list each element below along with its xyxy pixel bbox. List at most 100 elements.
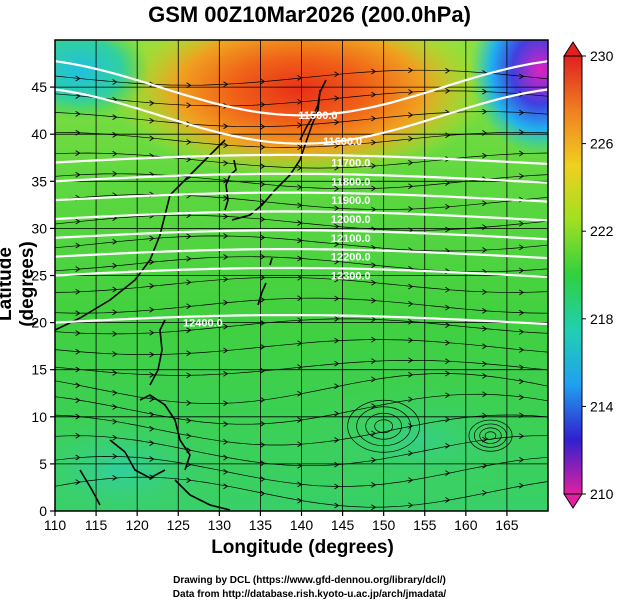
x-axis: 110 115 120 125 130 135 140 145 150 155 160 165 bbox=[44, 511, 519, 533]
wind-arrow bbox=[482, 224, 488, 230]
wind-arrow bbox=[334, 119, 340, 126]
wind-arrow bbox=[334, 483, 340, 490]
wind-arrow bbox=[112, 390, 118, 396]
contour-label: 11800.0 bbox=[331, 176, 370, 188]
contour-line bbox=[55, 248, 548, 260]
wind-arrow bbox=[260, 367, 266, 374]
wind-arrow bbox=[334, 241, 340, 247]
wind-arrow bbox=[371, 403, 377, 409]
credit-drawing: Drawing by DCL (https://www.gfd-dennou.o… bbox=[173, 575, 446, 586]
wind-arrow bbox=[334, 205, 340, 212]
chart-title: GSM 00Z10Mar2026 (200.0hPa) bbox=[148, 2, 471, 27]
wind-arrow bbox=[408, 318, 414, 325]
wind-arrow bbox=[186, 233, 192, 240]
height-contours: 11500.0 11600.0 11700.0 11800.0 11900.0 12000… bbox=[55, 60, 548, 330]
wind-arrow bbox=[297, 364, 303, 370]
wind-arrow bbox=[112, 79, 118, 85]
wind-arrow bbox=[260, 198, 266, 205]
wind-arrow bbox=[223, 454, 229, 461]
wind-arrow bbox=[149, 283, 155, 289]
circulation-line bbox=[479, 427, 502, 444]
wind-arrow bbox=[112, 418, 118, 425]
wind-arrow bbox=[408, 159, 414, 166]
contour-label: 12300.0 bbox=[331, 271, 371, 283]
wind-arrow bbox=[297, 165, 303, 171]
wind-arrow bbox=[334, 276, 340, 283]
wind-arrow bbox=[223, 233, 229, 239]
wind-arrow bbox=[186, 372, 192, 379]
x-tick-label: 110 bbox=[44, 517, 67, 533]
wind-arrow bbox=[297, 295, 303, 302]
wind-arrow bbox=[519, 150, 525, 157]
wind-arrow bbox=[112, 132, 118, 138]
wind-arrow bbox=[408, 371, 414, 378]
wind-arrow bbox=[334, 164, 340, 171]
wind-arrow bbox=[408, 396, 414, 403]
y-tick-label: 45 bbox=[31, 79, 47, 95]
wind-arrow bbox=[223, 276, 229, 283]
circulation-line bbox=[484, 431, 497, 440]
wind-arrow bbox=[408, 283, 414, 290]
circulation-line bbox=[356, 406, 412, 447]
x-tick-label: 155 bbox=[413, 517, 437, 533]
wind-arrow bbox=[445, 132, 451, 139]
wind-arrow bbox=[482, 108, 488, 115]
wind-arrow bbox=[75, 382, 81, 389]
circulation-line bbox=[473, 423, 508, 448]
wind-arrow bbox=[519, 456, 525, 463]
y-tick-label: 35 bbox=[31, 173, 47, 189]
wind-arrow bbox=[260, 163, 266, 170]
wind-arrow bbox=[297, 255, 303, 262]
wind-arrow bbox=[371, 504, 377, 511]
x-tick-label: 145 bbox=[331, 517, 355, 533]
wind-arrow bbox=[223, 160, 229, 166]
contour-label: 11500.0 bbox=[298, 110, 337, 122]
wind-arrow bbox=[482, 130, 488, 136]
wind-arrow bbox=[186, 139, 192, 145]
wind-arrow bbox=[408, 477, 414, 483]
wind-arrow bbox=[223, 123, 229, 130]
wind-arrow bbox=[519, 244, 525, 251]
wind-arrow bbox=[482, 412, 488, 419]
wind-arrow bbox=[186, 447, 192, 454]
wind-arrow bbox=[260, 442, 266, 448]
wind-arrow bbox=[149, 440, 155, 446]
wind-arrow bbox=[186, 350, 192, 357]
wind-arrow bbox=[186, 327, 192, 334]
wind-arrow bbox=[75, 366, 81, 373]
y-tick-label: 25 bbox=[31, 268, 47, 284]
y-tick-label: 0 bbox=[39, 503, 47, 519]
wind-arrow bbox=[223, 177, 229, 184]
wind-arrow bbox=[112, 404, 118, 410]
wind-arrow bbox=[260, 78, 266, 85]
wind-arrow bbox=[260, 296, 266, 303]
wind-arrow bbox=[149, 100, 155, 106]
wind-arrow bbox=[445, 416, 451, 423]
wind-arrow bbox=[519, 109, 525, 116]
wind-arrow bbox=[445, 180, 451, 186]
wind-arrow bbox=[445, 286, 451, 293]
wind-arrow bbox=[223, 469, 229, 475]
wind-arrow bbox=[75, 150, 81, 156]
wind-arrow bbox=[260, 123, 266, 130]
wind-arrow bbox=[149, 135, 155, 142]
contour-line bbox=[55, 153, 548, 165]
wind-arrow bbox=[482, 343, 488, 350]
y-tick-label: 30 bbox=[31, 220, 47, 236]
wind-arrow bbox=[75, 348, 81, 355]
wind-arrow bbox=[186, 255, 192, 262]
wind-arrow bbox=[149, 425, 155, 432]
colorbar: 230 226 222 218 214 210 bbox=[563, 41, 614, 509]
wind-arrow bbox=[519, 329, 525, 335]
wind-arrow bbox=[75, 397, 81, 404]
wind-arrow bbox=[186, 279, 192, 286]
wind-arrow bbox=[482, 391, 488, 398]
wind-arrow bbox=[149, 456, 155, 462]
wind-arrow bbox=[519, 482, 525, 489]
wind-arrow bbox=[149, 396, 155, 403]
wind-arrow bbox=[260, 490, 266, 497]
wind-arrow bbox=[223, 347, 229, 354]
wind-arrow bbox=[75, 330, 81, 336]
contour-line bbox=[55, 191, 548, 203]
